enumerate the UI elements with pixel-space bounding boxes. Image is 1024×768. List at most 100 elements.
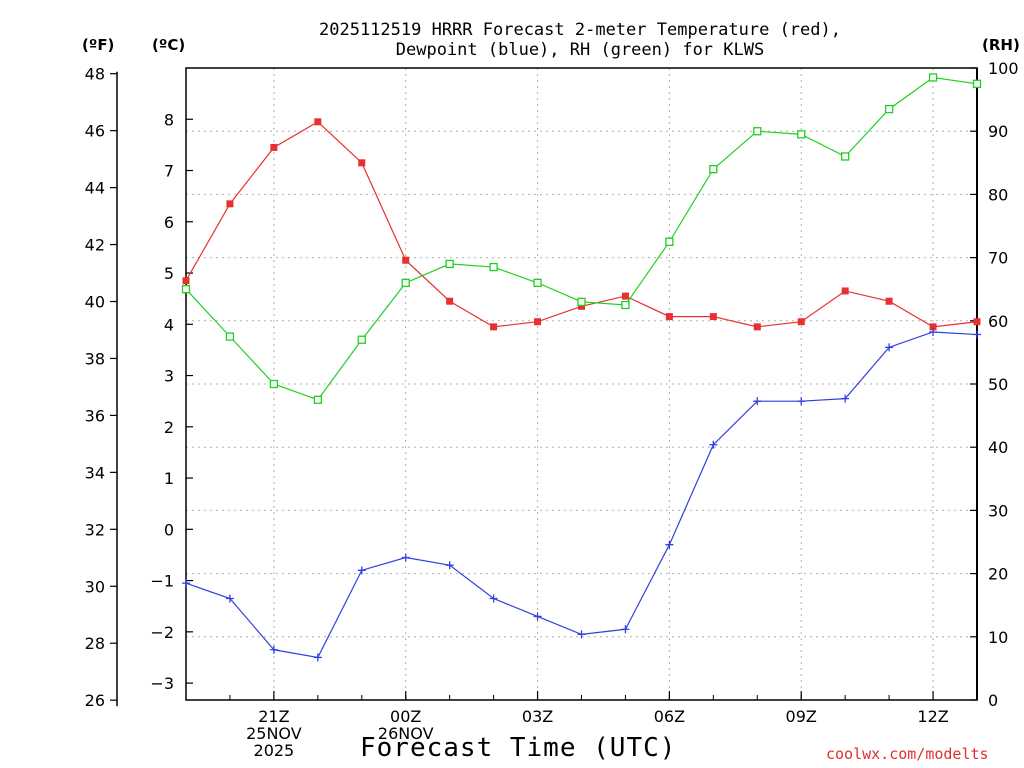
celsius-tick-label: 6	[164, 213, 174, 232]
celsius-tick-label: 5	[164, 264, 174, 283]
celsius-tick-label: 1	[164, 469, 174, 488]
fahrenheit-tick-label: 46	[85, 122, 105, 141]
rh-tick-label: 80	[988, 185, 1008, 204]
fahrenheit-tick-label: 38	[85, 349, 105, 368]
celsius-tick-label: −2	[150, 623, 174, 642]
rh-point	[797, 130, 806, 139]
axis-ticks: 262830323436384042444648−3−2−10123456780…	[85, 59, 1019, 760]
dewpoint-point	[533, 612, 542, 621]
temperature-point	[182, 277, 190, 285]
temperature-point	[973, 318, 981, 326]
temperature-point	[841, 287, 849, 295]
rh-point	[621, 300, 630, 310]
rh-point	[753, 127, 762, 136]
series-line-temperature	[185, 121, 978, 328]
dewpoint-point	[577, 630, 586, 639]
dewpoint-point	[182, 579, 190, 588]
x-tick-label: 12Z	[917, 707, 948, 726]
rh-point	[533, 278, 542, 288]
dewpoint-point	[489, 594, 498, 603]
temperature-point	[621, 292, 629, 300]
celsius-tick-label: 7	[164, 162, 174, 181]
temperature-point	[797, 318, 805, 326]
rh-tick-label: 60	[988, 312, 1008, 331]
temperature-point	[753, 323, 761, 331]
x-axis-label: Forecast Time (UTC)	[360, 733, 677, 763]
rh-point	[972, 79, 982, 88]
temperature-point	[929, 323, 937, 331]
celsius-tick-label: 3	[164, 367, 174, 386]
chart-title-line-1: 2025112519 HRRR Forecast 2-meter Tempera…	[319, 20, 841, 40]
celsius-axis-unit: (ºC)	[152, 36, 186, 54]
rh-point	[269, 379, 279, 389]
x-tick-label: 09Z	[786, 707, 817, 726]
temperature-point	[226, 200, 234, 208]
series-line-dewpoint	[185, 331, 978, 659]
fahrenheit-axis-unit: (ºF)	[82, 36, 115, 54]
temperature-point	[885, 297, 893, 305]
fahrenheit-tick-label: 36	[85, 406, 105, 425]
rh-tick-label: 70	[988, 249, 1008, 268]
fahrenheit-tick-label: 28	[85, 634, 105, 653]
x-tick-label: 2025	[254, 741, 295, 760]
rh-point	[884, 104, 894, 114]
rh-point	[445, 259, 454, 269]
dewpoint-point	[929, 327, 938, 336]
dewpoint-point	[445, 561, 454, 570]
fahrenheit-tick-label: 34	[85, 463, 105, 482]
temperature-point	[490, 323, 498, 331]
temperature-point	[665, 313, 673, 321]
temperature-point	[446, 297, 454, 305]
dewpoint-point	[313, 653, 322, 662]
dewpoint-point	[973, 330, 981, 339]
x-tick-label: 00Z	[390, 707, 421, 726]
rh-axis-unit: (RH)	[982, 36, 1020, 54]
dewpoint-point	[709, 440, 718, 449]
temperature-point	[709, 313, 717, 321]
plot-series	[181, 73, 982, 662]
celsius-tick-label: 4	[164, 315, 174, 334]
fahrenheit-tick-label: 44	[85, 179, 105, 198]
series-rh	[181, 73, 982, 404]
dewpoint-point	[401, 553, 410, 562]
x-tick-label: 26NOV	[378, 724, 434, 743]
rh-point	[401, 278, 410, 288]
fahrenheit-tick-label: 30	[85, 577, 105, 596]
celsius-tick-label: 8	[164, 110, 174, 129]
temperature-point	[402, 256, 410, 264]
rh-point	[489, 262, 498, 272]
dewpoint-point	[797, 397, 806, 406]
rh-point	[225, 332, 235, 341]
rh-point	[313, 395, 322, 404]
dewpoint-point	[841, 394, 850, 403]
series-line-rh	[185, 76, 978, 401]
fahrenheit-tick-label: 42	[85, 236, 105, 255]
fahrenheit-tick-label: 48	[85, 65, 105, 84]
temperature-point	[358, 159, 366, 167]
temperature-point	[314, 118, 322, 126]
rh-tick-label: 40	[988, 438, 1008, 457]
fahrenheit-tick-label: 26	[85, 691, 105, 710]
dewpoint-point	[753, 397, 762, 406]
dewpoint-point	[269, 645, 278, 654]
dewpoint-point	[621, 625, 630, 634]
rh-tick-label: 20	[988, 565, 1008, 584]
series-temperature	[182, 118, 981, 331]
temperature-point	[270, 143, 278, 151]
axes	[116, 67, 978, 707]
rh-point	[181, 285, 191, 294]
rh-tick-label: 90	[988, 122, 1008, 141]
x-tick-label: 25NOV	[246, 724, 302, 743]
rh-point	[577, 297, 586, 306]
source-credit: coolwx.com/modelts	[826, 745, 989, 763]
rh-point	[357, 335, 366, 344]
rh-point	[709, 164, 718, 174]
rh-tick-label: 30	[988, 501, 1008, 520]
x-tick-label: 21Z	[258, 707, 289, 726]
celsius-tick-label: −3	[150, 674, 174, 693]
rh-point	[928, 73, 938, 82]
temperature-point	[578, 302, 585, 310]
dewpoint-point	[665, 540, 674, 549]
celsius-tick-label: 2	[164, 418, 174, 437]
